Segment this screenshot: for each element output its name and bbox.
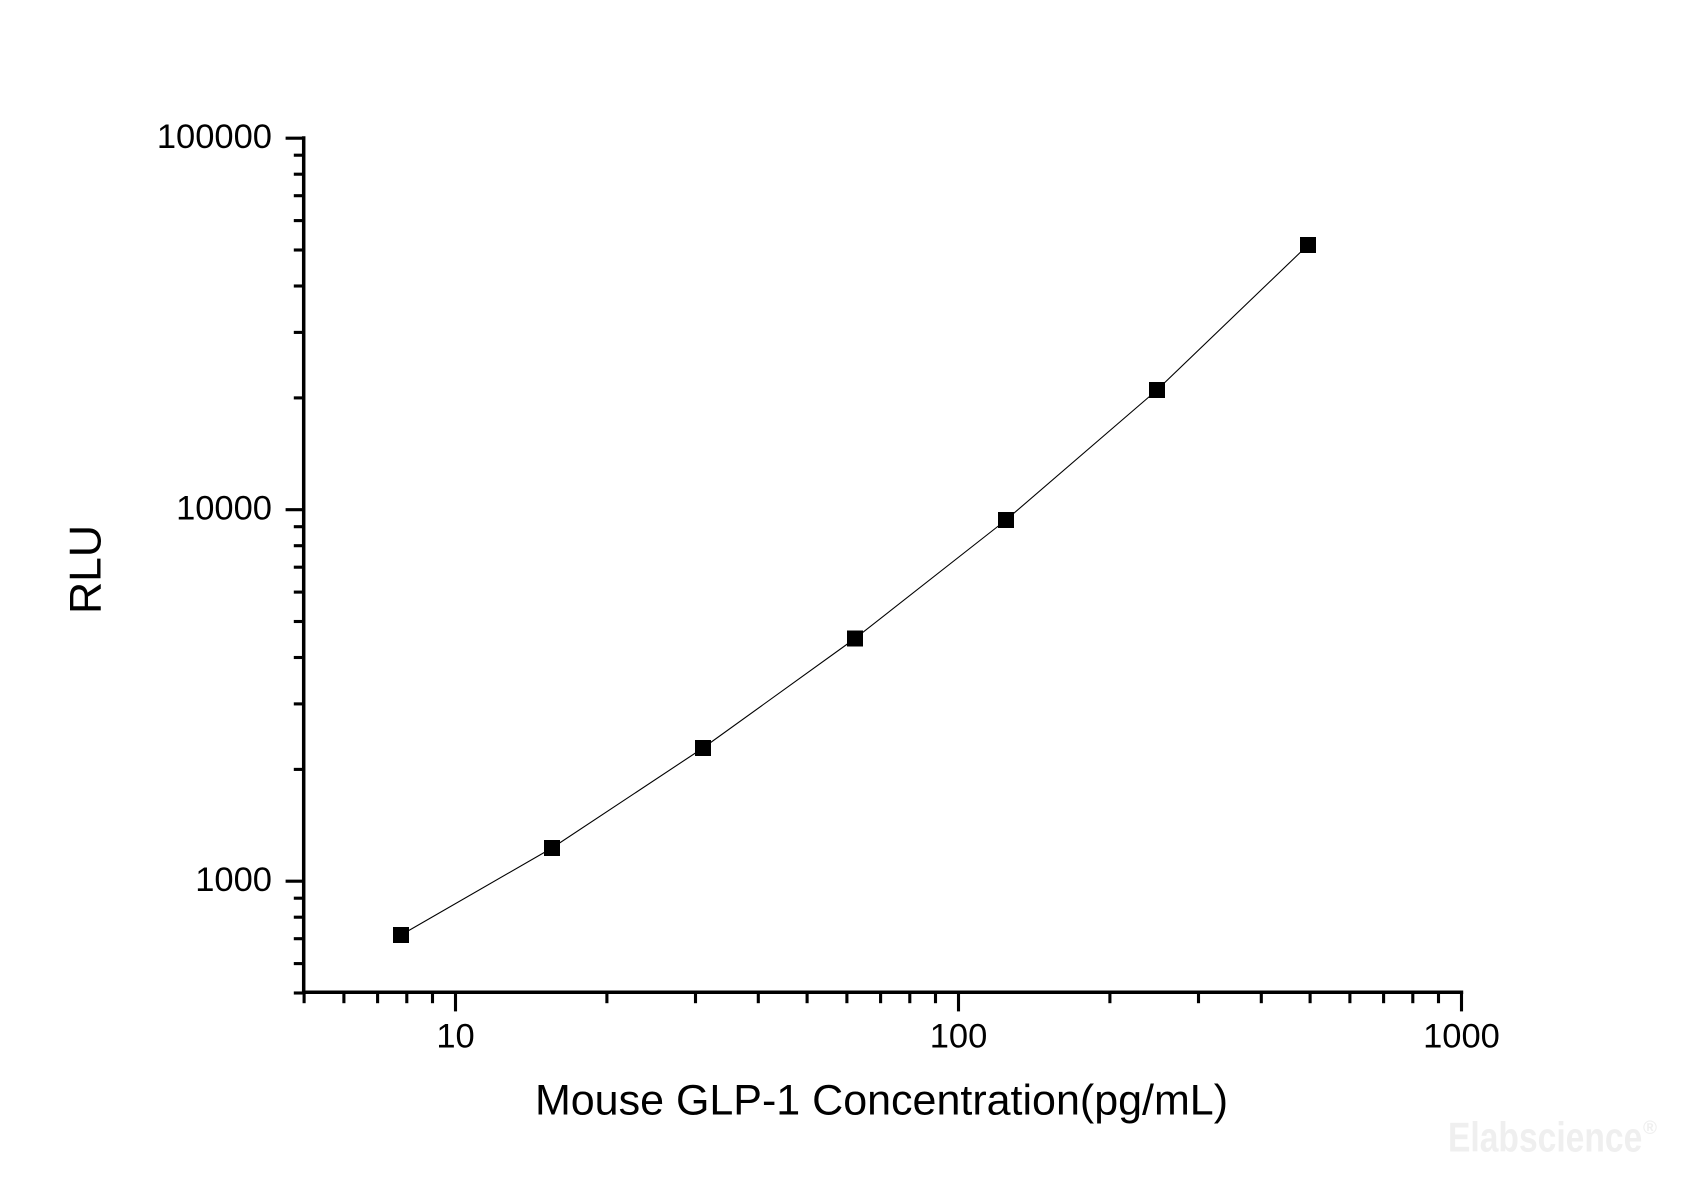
- svg-text:1000: 1000: [195, 861, 272, 899]
- svg-text:100000: 100000: [157, 118, 272, 156]
- svg-text:Elabscience: Elabscience: [1448, 1115, 1642, 1161]
- svg-text:10: 10: [436, 1017, 474, 1055]
- svg-text:Mouse GLP-1 Concentration(pg/m: Mouse GLP-1 Concentration(pg/mL): [535, 1077, 1228, 1125]
- svg-text:10000: 10000: [176, 490, 272, 528]
- svg-text:RLU: RLU: [61, 525, 110, 614]
- svg-text:®: ®: [1643, 1118, 1657, 1139]
- svg-text:100: 100: [930, 1017, 988, 1055]
- svg-text:1000: 1000: [1423, 1017, 1500, 1055]
